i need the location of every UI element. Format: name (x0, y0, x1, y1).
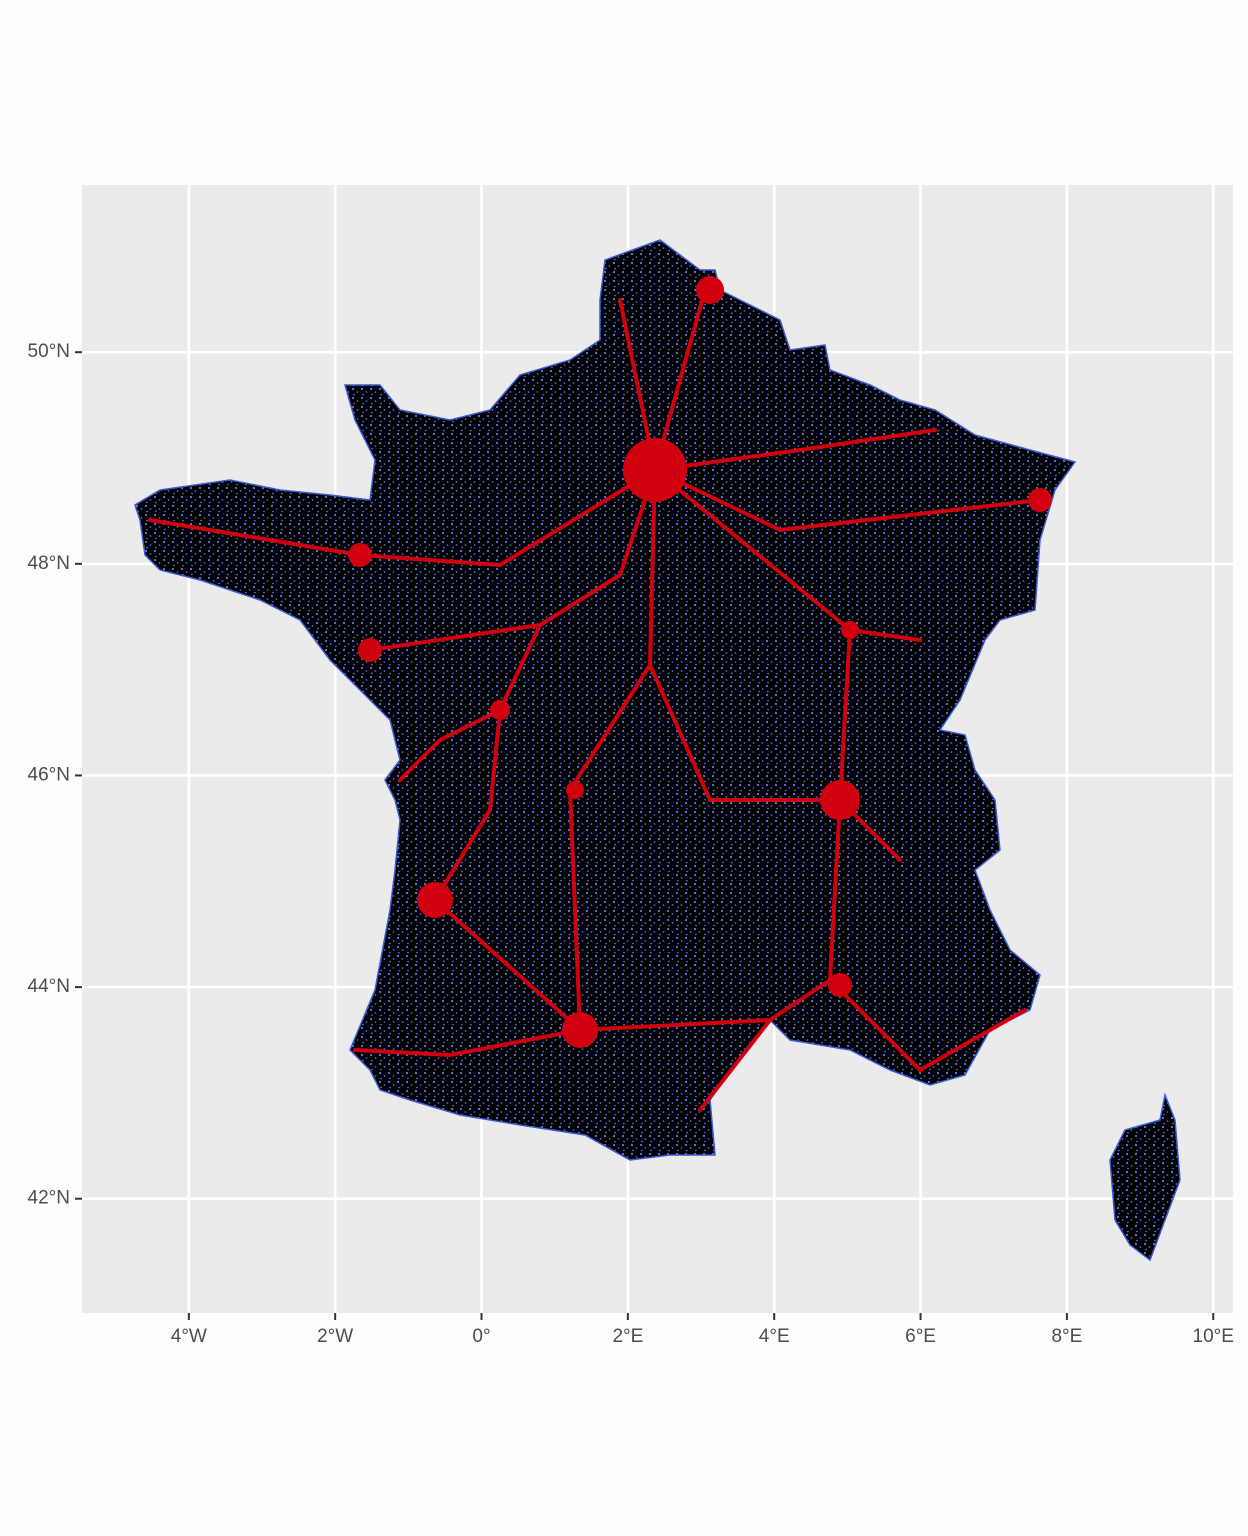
road-network (148, 288, 1042, 1112)
cities (348, 276, 1052, 1048)
x-tick-label: 6°E (905, 1326, 936, 1347)
y-tick-label: 50°N (28, 341, 70, 362)
y-tick-label: 48°N (28, 553, 70, 574)
x-tick-label: 8°E (1051, 1326, 1082, 1347)
mainland (134, 239, 1077, 1161)
x-tick-label: 4°W (171, 1326, 207, 1347)
france-map (134, 239, 1181, 1262)
x-tick-label: 2°E (612, 1326, 643, 1347)
y-tick-label: 42°N (28, 1188, 70, 1209)
y-tick-label: 46°N (28, 764, 70, 785)
x-tick-label: 10°E (1193, 1326, 1234, 1347)
corsica (1109, 1092, 1181, 1262)
y-tick-label: 44°N (28, 976, 70, 997)
x-tick-label: 0° (472, 1326, 490, 1347)
x-tick-label: 2°W (317, 1326, 353, 1347)
x-tick-label: 4°E (759, 1326, 790, 1347)
